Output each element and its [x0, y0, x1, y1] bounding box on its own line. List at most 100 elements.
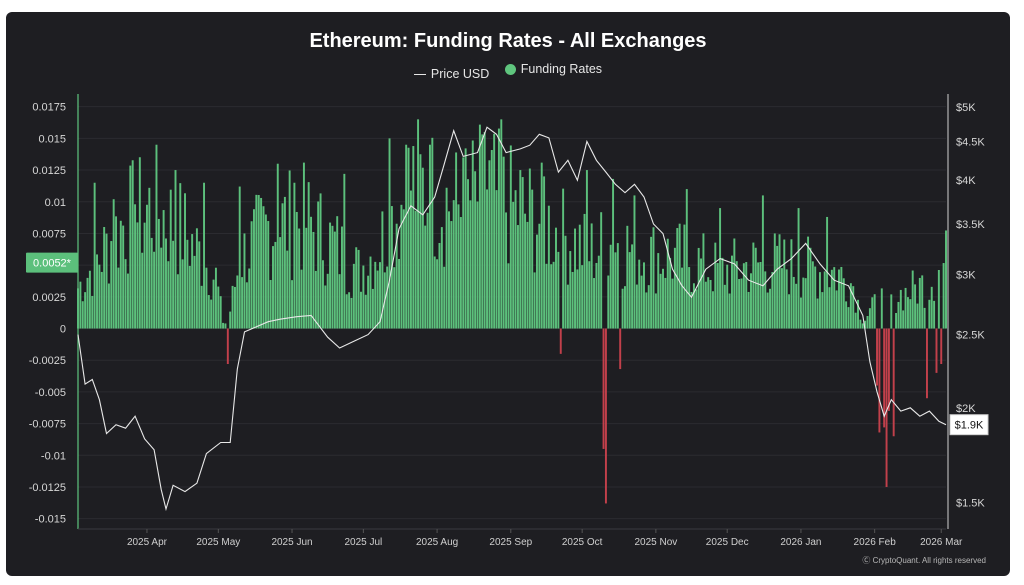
funding-bar-positive [704, 281, 707, 329]
funding-bar-positive [474, 171, 477, 329]
legend: Price USD Funding Rates [6, 62, 1010, 81]
copyright-credit: Ⓒ CryptoQuant. All rights reserved [862, 556, 986, 565]
funding-bar-positive [662, 268, 664, 329]
funding-bar-positive [348, 292, 351, 329]
x-tick-label: 2025 Apr [127, 537, 168, 548]
funding-bar-positive [659, 273, 662, 329]
funding-bar-positive [486, 189, 488, 329]
funding-bar-positive [838, 269, 840, 329]
funding-bar-positive [224, 323, 227, 329]
funding-bar-positive [635, 284, 638, 329]
funding-bar-positive [623, 286, 626, 329]
funding-bar-positive [307, 182, 310, 329]
funding-bar-positive [188, 265, 191, 329]
funding-bar-positive [138, 157, 141, 329]
funding-bar-positive [906, 297, 909, 329]
funding-bar-positive [766, 292, 769, 329]
funding-bar-positive [478, 124, 481, 329]
x-tick-label: 2026 Jan [780, 537, 821, 548]
funding-bar-positive [707, 277, 710, 329]
funding-bar-positive [616, 243, 619, 329]
funding-bar-positive [714, 242, 717, 329]
current-price-label: $1.9K [955, 420, 984, 432]
funding-bar-positive [612, 178, 615, 329]
funding-bar-positive [238, 186, 241, 329]
funding-bar-positive [797, 208, 800, 329]
funding-bar-positive [122, 225, 125, 329]
funding-bar-positive [731, 255, 733, 329]
funding-bar-positive [257, 195, 260, 329]
funding-bar-positive [792, 276, 795, 329]
funding-bar-positive [272, 246, 274, 329]
funding-bar-positive [157, 218, 160, 329]
funding-bar-positive [669, 257, 672, 329]
funding-bar-positive [702, 233, 705, 329]
funding-bar-negative [926, 328, 928, 399]
funding-bar-positive [500, 119, 503, 329]
funding-bar-positive [502, 156, 505, 329]
funding-bar-positive [562, 188, 565, 329]
funding-bar-positive [329, 222, 332, 329]
funding-bar-positive [555, 227, 557, 329]
chart-title: Ethereum: Funding Rates - All Exchanges [309, 30, 707, 52]
funding-bar-positive [628, 252, 631, 329]
legend-item-funding[interactable]: Funding Rates [504, 62, 602, 76]
funding-bar-positive [414, 210, 417, 329]
funding-bar-positive [631, 244, 634, 329]
funding-bar-positive [112, 199, 115, 329]
right-tick-label: $3K [956, 270, 976, 282]
funding-bar-positive [388, 138, 391, 329]
right-tick-label: $1.5K [956, 497, 985, 509]
left-tick-label: 0.01 [45, 197, 66, 209]
funding-bar-positive [945, 230, 947, 329]
left-tick-label: 0.0175 [32, 102, 66, 114]
funding-bar-positive [895, 312, 898, 329]
funding-bar-positive [222, 322, 225, 329]
funding-bar-positive [588, 261, 591, 329]
funding-bar-positive [488, 160, 491, 329]
funding-bar-positive [126, 273, 129, 329]
funding-bar-positive [852, 286, 855, 329]
right-tick-label: $3.5K [956, 219, 985, 231]
funding-bar-positive [250, 221, 253, 329]
funding-bar-positive [764, 271, 767, 329]
left-tick-label: -0.0125 [29, 482, 66, 494]
right-tick-label: $2K [956, 403, 976, 415]
funding-bar-positive [350, 297, 353, 329]
funding-bar-negative [559, 328, 562, 354]
x-tick-label: 2025 Nov [634, 537, 677, 548]
funding-bar-positive [521, 177, 524, 329]
funding-bar-positive [471, 140, 474, 329]
legend-label-price: Price USD [430, 67, 490, 81]
funding-bar-positive [314, 270, 317, 329]
funding-bar-positive [507, 263, 510, 329]
funding-bar-positive [880, 288, 883, 329]
funding-bar-positive [336, 216, 339, 329]
funding-bar-positive [802, 277, 805, 329]
funding-bar-positive [84, 292, 87, 329]
funding-bar-positive [845, 301, 848, 329]
funding-bar-positive [933, 300, 936, 329]
funding-bar-positive [481, 134, 484, 329]
funding-bar-positive [512, 201, 515, 329]
funding-bar-positive [780, 268, 783, 329]
funding-bar-positive [393, 267, 396, 329]
funding-bar-positive [426, 212, 429, 329]
funding-bar-positive [652, 227, 655, 329]
funding-bar-positive [543, 176, 546, 329]
funding-bar-positive [172, 240, 175, 329]
funding-bar-positive [854, 312, 857, 329]
funding-bar-positive [412, 146, 415, 329]
funding-bar-positive [916, 303, 919, 329]
funding-bar-negative [876, 328, 878, 386]
funding-bar-positive [155, 144, 158, 329]
funding-bar-positive [262, 206, 265, 329]
legend-line-swatch [413, 73, 426, 75]
funding-bar-positive [467, 179, 469, 329]
funding-bar-positive [585, 170, 588, 329]
funding-bar-positive [597, 255, 600, 329]
legend-item-price[interactable]: Price USD [413, 67, 490, 81]
funding-bar-positive [150, 237, 153, 329]
funding-bar-positive [528, 168, 531, 329]
funding-bar-positive [160, 247, 163, 329]
